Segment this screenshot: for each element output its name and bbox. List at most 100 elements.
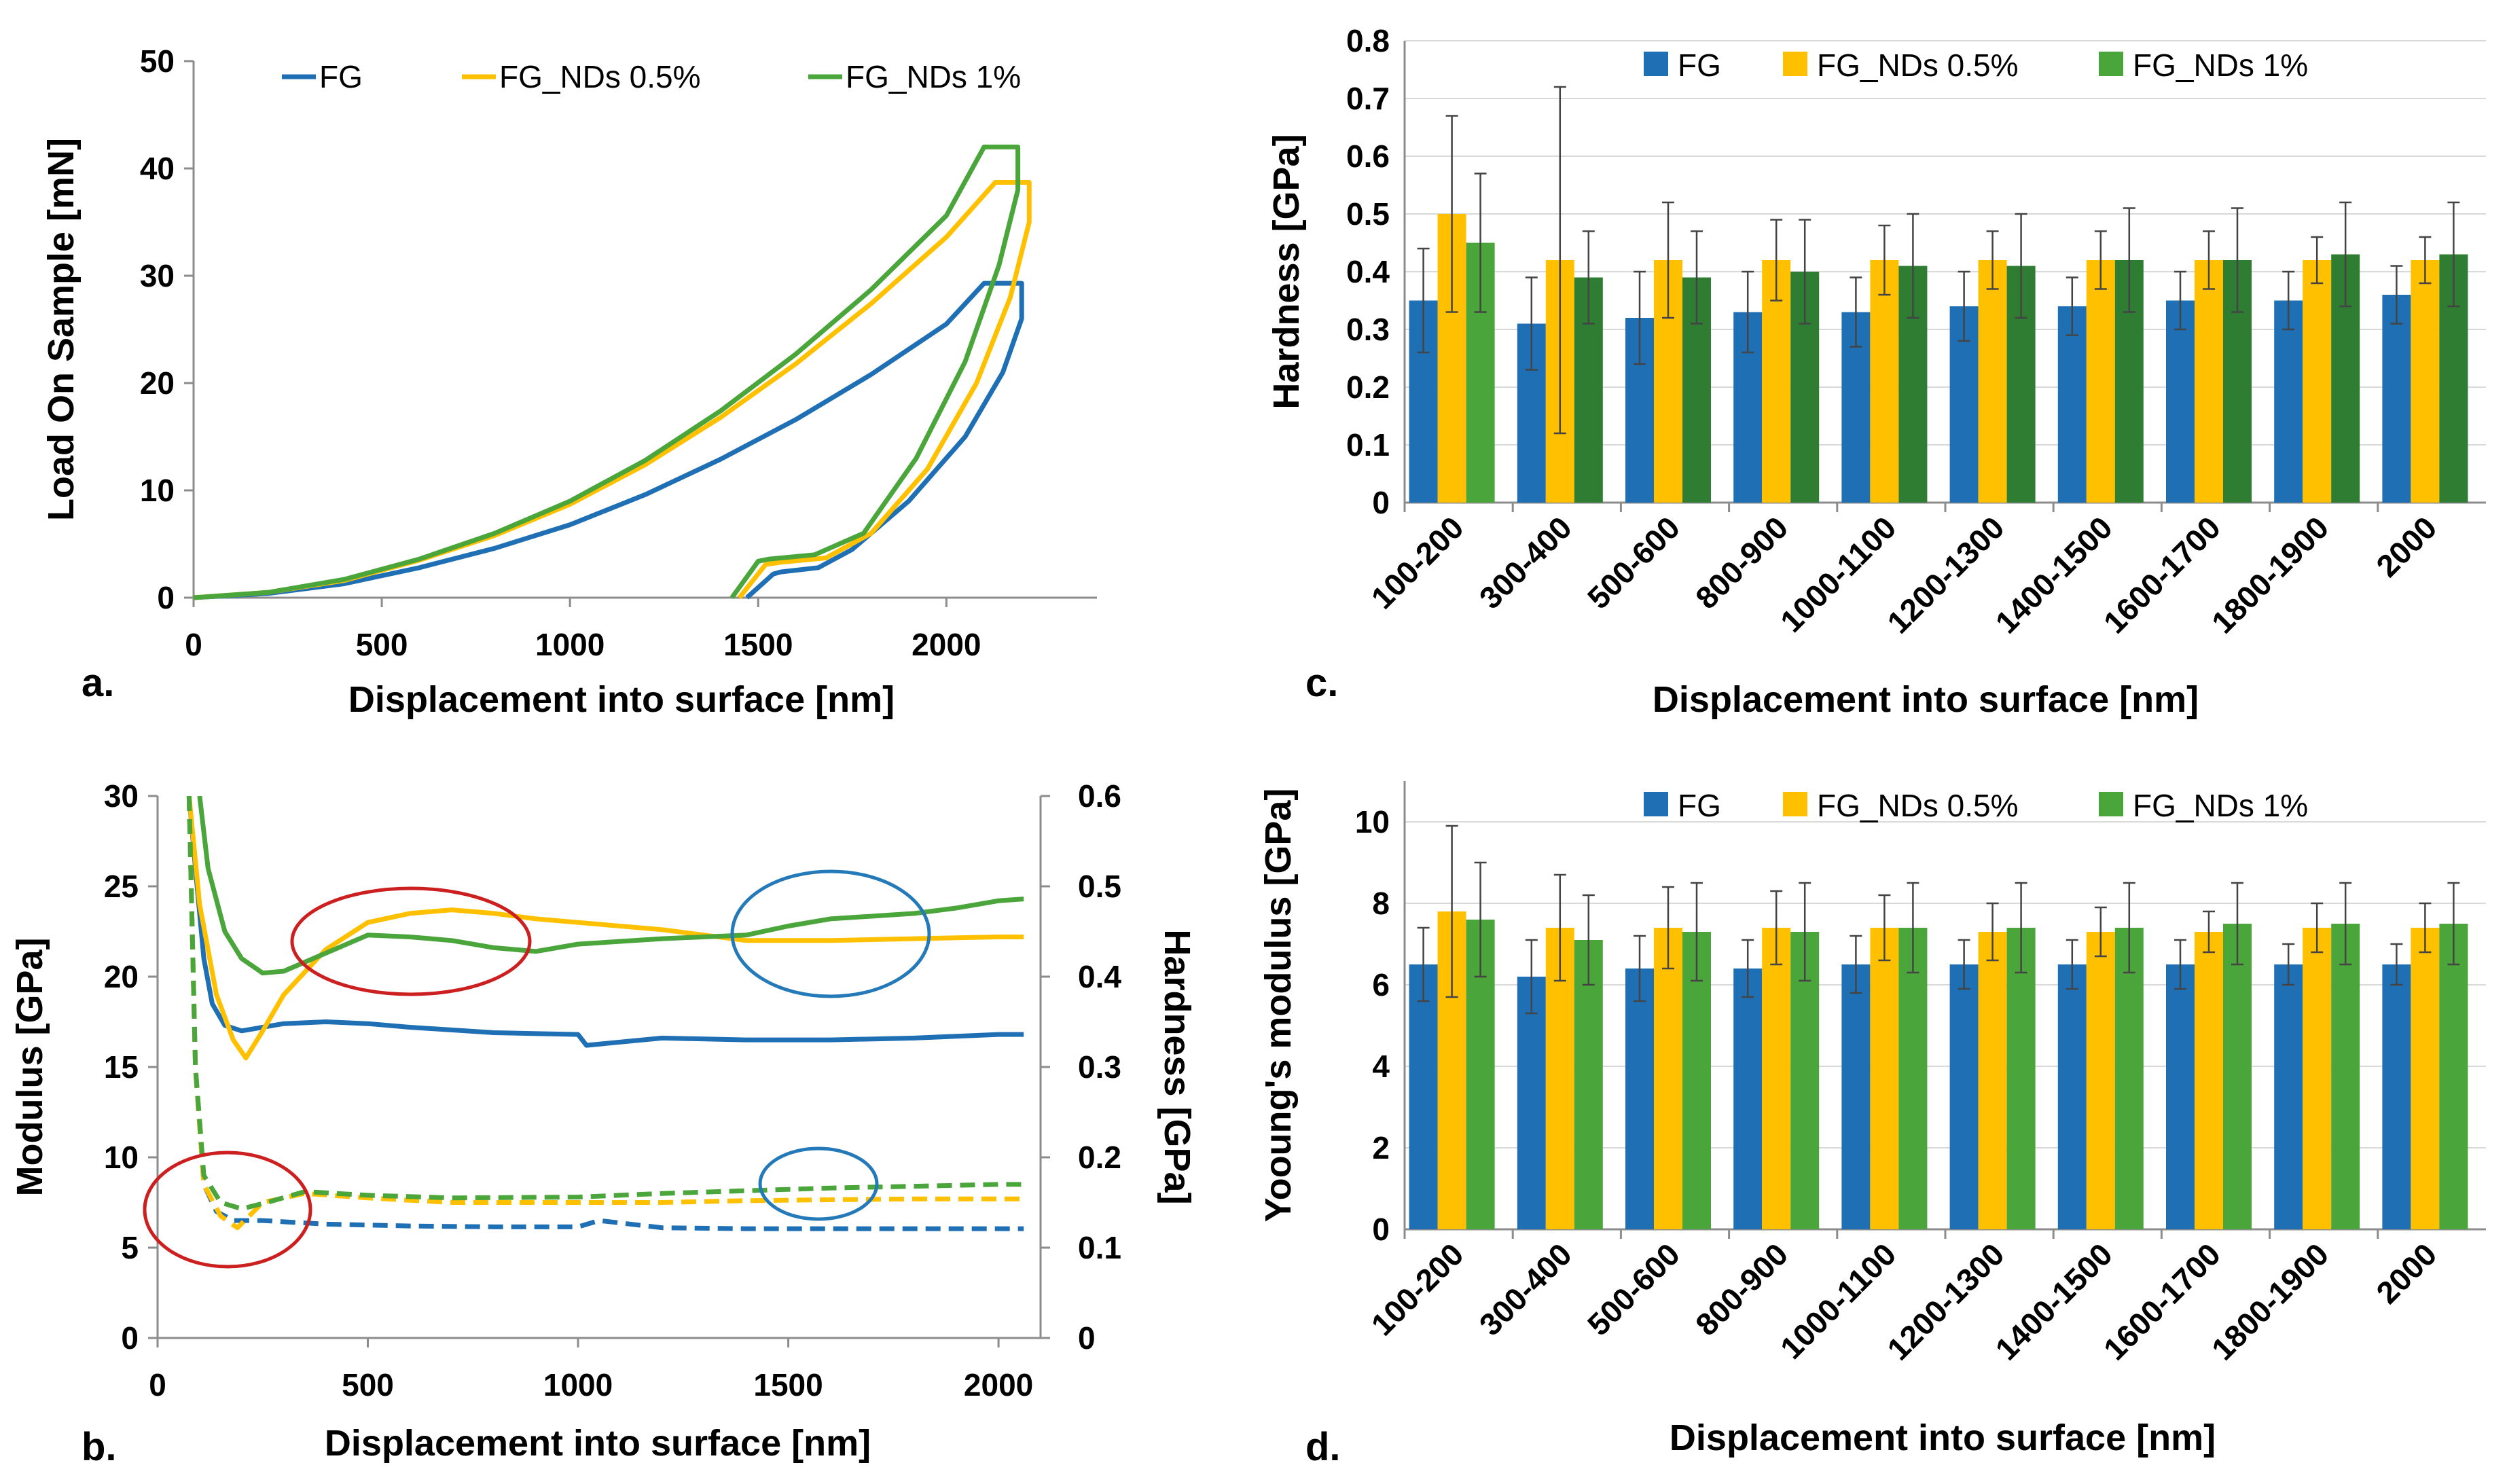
panel-a-ytick-label: 40 <box>140 151 175 186</box>
panel-d-bar-fg-nds-1-1200-1300 <box>2006 928 2036 1229</box>
panel-c-legend-swatch-fg-nds-0-5 <box>1783 52 1807 76</box>
panel-c-x-axis-title: Displacement into surface [nm] <box>1653 679 2199 720</box>
panel-c-xtick-label: 500-600 <box>1581 509 1687 615</box>
panel-c-ytick-label: 0.5 <box>1346 196 1390 232</box>
panel-d-xtick-label: 1000-1100 <box>1773 1236 1903 1366</box>
panel-c-bar-fg-nds-0-5-1400-1500 <box>2086 260 2115 503</box>
panel-a-xtick-label: 500 <box>356 627 408 662</box>
panel-b-y-axis-right-title: Hardness [GPa] <box>1157 929 1197 1204</box>
panel-b-xtick-label: 1500 <box>753 1367 823 1402</box>
panel-b-ytick-label: 20 <box>104 959 139 994</box>
panel-b-xtick-label: 1000 <box>543 1367 613 1402</box>
panel-b-y-axis-title: Modulus [GPa] <box>10 938 50 1197</box>
panel-d-bar-fg-nds-1-1400-1500 <box>2114 928 2144 1229</box>
panel-c-bar-fg-nds-0-5-1200-1300 <box>1978 260 2007 503</box>
panel-b-plot-area <box>186 796 1024 1231</box>
panel-a-xtick-label: 2000 <box>912 627 981 662</box>
panel-d-bar-fg-1200-1300 <box>1949 964 1979 1229</box>
panel-c-y-axis-title: Hardness [GPa] <box>1266 134 1307 409</box>
panel-d-bar-fg-nds-0-5-1800-1900 <box>2303 928 2332 1229</box>
panel-c-bar-fg-1600-1700 <box>2166 300 2195 503</box>
panel-b-annotation-circle-blue-upper <box>730 869 931 998</box>
panel-d-legend-label-fg-nds-1: FG_NDs 1% <box>2133 788 2308 823</box>
panel-b-hardness-line-fg <box>186 796 1024 1231</box>
panel-c-xtick-label: 800-900 <box>1689 509 1794 615</box>
panel-b-xtick-label: 2000 <box>964 1367 1033 1402</box>
panel-d-bar-fg-nds-0-5-1600-1700 <box>2195 932 2223 1229</box>
panel-d-bar-fg-nds-0-5-1200-1300 <box>1978 932 2007 1229</box>
panel-d-bar-fg-nds-0-5-1400-1500 <box>2086 932 2115 1229</box>
panel-c-ytick-label: 0 <box>1372 485 1390 520</box>
panel-c-xtick-label: 1800-1900 <box>2205 509 2335 640</box>
panel-d-ytick-label: 6 <box>1372 967 1390 1002</box>
panel-d-xtick-label: 800-900 <box>1689 1236 1794 1342</box>
panel-b-ytick-label: 10 <box>104 1140 139 1175</box>
panel-d-bar-fg-300-400 <box>1517 977 1546 1229</box>
panel-d-bar-fg-500-600 <box>1625 969 1654 1229</box>
panel-d-ytick-label: 8 <box>1372 886 1390 921</box>
panel-d-legend-swatch-fg-nds-0-5 <box>1783 792 1807 816</box>
panel-c-bar-fg-nds-0-5-2000 <box>2411 260 2440 503</box>
panel-d-xtick-label: 500-600 <box>1581 1236 1687 1342</box>
panel-c-ytick-label: 0.7 <box>1346 81 1390 116</box>
panel-a-legend-label-fg-nds-0-5: FG_NDs 0.5% <box>499 59 701 94</box>
panel-c-ytick-label: 0.8 <box>1346 23 1390 58</box>
panel-c-legend-swatch-fg <box>1644 52 1668 76</box>
panel-d-bar-fg-2000 <box>2382 964 2411 1229</box>
panel-a-line-fg-nds-1 <box>193 144 1021 600</box>
panel-d-ytick-label: 10 <box>1355 804 1390 839</box>
panel-d-xtick-label: 1400-1500 <box>1989 1236 2119 1367</box>
panel-d-legend-label-fg-nds-0-5: FG_NDs 0.5% <box>1817 788 2019 823</box>
panel-b-xtick-label: 0 <box>149 1367 166 1402</box>
panel-a-xtick-label: 1500 <box>723 627 793 662</box>
panel-d-bar-fg-nds-1-1800-1900 <box>2331 924 2360 1229</box>
panel-d-bar-fg-1600-1700 <box>2166 964 2195 1229</box>
panel-b-ytick-right-label: 0.6 <box>1078 778 1121 814</box>
panel-c-xtick-label: 300-400 <box>1473 509 1579 615</box>
panel-c-legend-label-fg-nds-0-5: FG_NDs 0.5% <box>1817 48 2019 83</box>
panel-c-bar-fg-1800-1900 <box>2274 300 2303 503</box>
panel-c-bar-fg-1400-1500 <box>2057 306 2087 503</box>
panel-c-xtick-label: 1200-1300 <box>1880 509 2010 640</box>
panel-d-label: d. <box>1305 1425 1341 1469</box>
panel-b-ytick-right-label: 0.3 <box>1078 1049 1121 1085</box>
panel-b-ytick-right-label: 0.1 <box>1078 1230 1121 1265</box>
panel-d-bar-fg-1800-1900 <box>2274 964 2303 1229</box>
panel-b-modulus-line-fg-nds-0-5 <box>186 796 1024 1061</box>
panel-a-y-axis-title: Load On Sample [mN] <box>41 138 82 521</box>
panel-b-x-axis-title: Displacement into surface [nm] <box>325 1423 871 1464</box>
panel-d-bar-fg-1000-1100 <box>1841 964 1871 1229</box>
panel-c-legend-label-fg: FG <box>1678 48 1721 83</box>
panel-c-ytick-label: 0.6 <box>1346 139 1390 174</box>
panel-d-xtick-label: 1600-1700 <box>2097 1236 2227 1367</box>
panel-b-ytick-right-label: 0 <box>1078 1320 1096 1356</box>
panel-d-bar-fg-nds-1-2000 <box>2439 924 2468 1229</box>
panel-d-ytick-label: 0 <box>1372 1212 1390 1247</box>
panel-a-xtick-label: 1000 <box>535 627 605 662</box>
panel-d-bar-fg-nds-1-1600-1700 <box>2223 924 2252 1229</box>
panel-c-xtick-label: 1400-1500 <box>1989 509 2119 640</box>
panel-c-legend-label-fg-nds-1: FG_NDs 1% <box>2133 48 2308 83</box>
panel-b-hardness-line-fg-nds-1 <box>186 796 1024 1212</box>
panel-b-label: b. <box>82 1425 117 1469</box>
panel-c-ytick-label: 0.4 <box>1346 254 1390 289</box>
panel-d-legend-swatch-fg <box>1644 792 1668 816</box>
panel-d-legend-label-fg: FG <box>1678 788 1721 823</box>
panel-b-xtick-label: 500 <box>342 1367 394 1402</box>
panel-d-y-axis-title: Yooung's modulus [GPa] <box>1258 789 1299 1223</box>
panel-d-xtick-label: 100-200 <box>1365 1236 1471 1342</box>
panel-c-bar-fg-nds-0-5-1800-1900 <box>2303 260 2332 503</box>
panel-b-ytick-right-label: 0.4 <box>1078 959 1121 994</box>
panel-a-ytick-label: 10 <box>140 473 175 508</box>
panel-a-label: a. <box>82 661 114 705</box>
panel-c-xtick-label: 1000-1100 <box>1773 509 1903 639</box>
panel-b-ytick-label: 0 <box>121 1320 139 1356</box>
panel-b-ytick-right-label: 0.2 <box>1078 1140 1121 1175</box>
panel-d-bar-fg-nds-0-5-800-900 <box>1762 928 1791 1229</box>
panel-c-xtick-label: 100-200 <box>1365 509 1471 615</box>
panel-d-bar-fg-nds-0-5-500-600 <box>1654 928 1682 1229</box>
panel-d-bar-fg-800-900 <box>1733 969 1763 1229</box>
panel-d-bar-fg-nds-0-5-2000 <box>2411 928 2440 1229</box>
panel-d-bar-fg-nds-1-1000-1100 <box>1898 928 1928 1229</box>
